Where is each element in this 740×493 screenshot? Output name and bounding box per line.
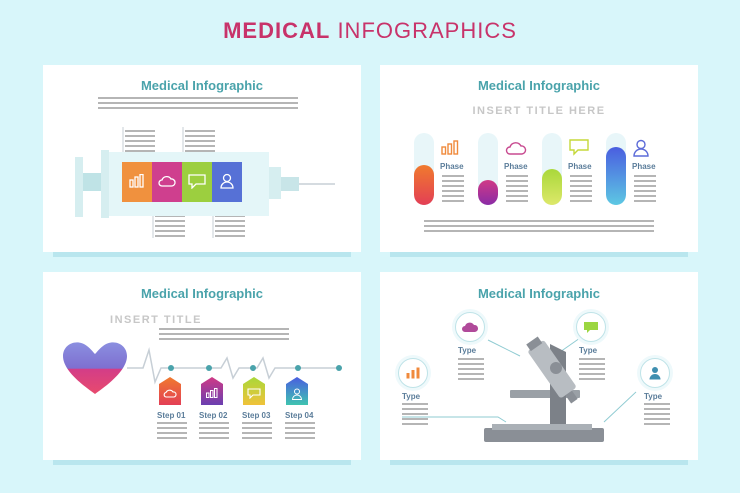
syringe-graphic (75, 127, 335, 238)
phase-text (634, 175, 656, 203)
heart-pulse-graphic (63, 342, 342, 394)
bar-chart-icon (406, 367, 420, 379)
step-text (242, 422, 272, 442)
bar-chart-icon (441, 140, 459, 155)
page-title: MEDICAL INFOGRAPHICS (0, 18, 740, 44)
description-text (159, 328, 289, 342)
cloud-icon (462, 322, 479, 332)
description-text (98, 97, 298, 111)
phase-text (442, 175, 464, 203)
card-title: Medical Infographic (477, 78, 601, 93)
phase-tube-2 (478, 133, 498, 205)
description-text (424, 220, 654, 234)
step-label: Step 04 (285, 411, 314, 420)
user-icon (292, 388, 302, 400)
segment-pink (152, 162, 182, 202)
chat-bubble-icon (247, 388, 261, 399)
chat-bubble-icon (584, 322, 598, 333)
type-label: Type (402, 392, 421, 401)
card-subtitle: INSERT TITLE (110, 314, 202, 326)
step-text (285, 422, 315, 442)
note-text (155, 215, 185, 239)
type-label: Type (579, 346, 598, 355)
note-text (215, 215, 245, 239)
microscope-graphic (402, 336, 637, 442)
type-label: Type (644, 392, 663, 401)
segment-orange (122, 162, 152, 202)
user-icon (220, 173, 234, 189)
step-label: Step 01 (157, 411, 186, 420)
note-text (185, 130, 215, 154)
syringe-infographic-card: Medical Infographic (43, 65, 361, 257)
chat-bubble-icon (188, 174, 206, 189)
microscope-infographic-card: Medical Infographic Type Type Type Type (380, 272, 698, 465)
step-marker-4 (286, 377, 308, 405)
type-text (402, 403, 428, 425)
bar-chart-icon (129, 174, 144, 188)
phase-tube-4 (606, 133, 626, 205)
user-icon (649, 367, 661, 380)
type-marker-3 (398, 358, 428, 388)
step-text (199, 422, 229, 442)
heart-infographic-card: Medical Infographic INSERT TITLE Step 01… (43, 272, 361, 465)
type-text (458, 358, 484, 380)
phase-label: Phase (504, 162, 528, 171)
step-label: Step 03 (242, 411, 271, 420)
phase-label: Phase (568, 162, 592, 171)
card-title: Medical Infographic (140, 286, 264, 301)
step-marker-1 (159, 377, 181, 405)
cloud-icon (163, 389, 177, 398)
heart-icon (63, 342, 127, 394)
bar-chart-icon (206, 388, 218, 398)
page-title-light: INFOGRAPHICS (337, 18, 517, 43)
card-title: Medical Infographic (477, 286, 601, 301)
user-icon (633, 139, 649, 157)
tubes-infographic-card: Medical Infographic INSERT TITLE HERE Ph… (380, 65, 698, 257)
type-label: Type (458, 346, 477, 355)
card-title: Medical Infographic (140, 78, 264, 93)
chat-bubble-icon (569, 139, 589, 156)
type-text (579, 358, 605, 380)
phase-label: Phase (440, 162, 464, 171)
phase-tube-1 (414, 133, 434, 205)
step-marker-3 (243, 377, 265, 405)
segment-green (182, 162, 212, 202)
cloud-icon (158, 175, 176, 187)
step-text (157, 422, 187, 442)
phase-text (570, 175, 592, 203)
phase-text (506, 175, 528, 203)
page-title-bold: MEDICAL (223, 18, 331, 43)
phase-tube-3 (542, 133, 562, 205)
cloud-icon (505, 142, 527, 155)
type-text (644, 403, 670, 425)
step-label: Step 02 (199, 411, 228, 420)
phase-label: Phase (632, 162, 656, 171)
note-text (125, 130, 155, 154)
card-subtitle: INSERT TITLE HERE (472, 105, 606, 117)
